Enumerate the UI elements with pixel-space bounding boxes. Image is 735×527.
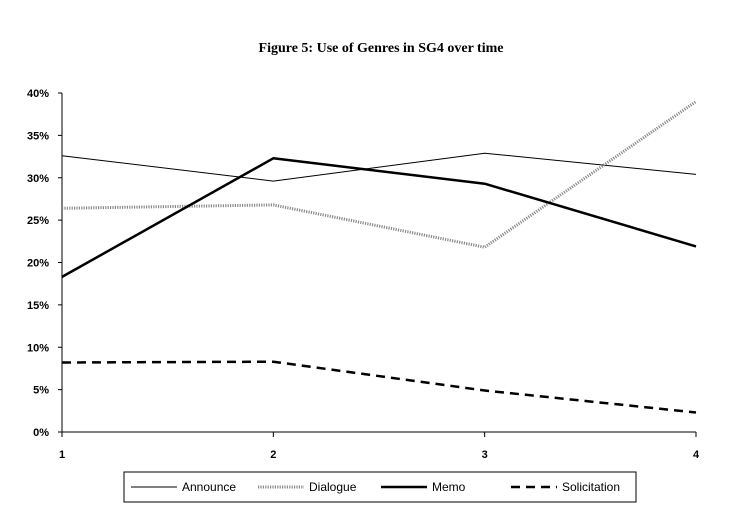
y-tick-label: 15% <box>27 300 49 312</box>
legend-box <box>123 471 637 503</box>
series-line-memo <box>61 157 697 278</box>
legend-label-memo: Memo <box>432 480 466 494</box>
series-line-dialogue <box>61 100 697 249</box>
legend: Announce Dialogue Memo Solicitation <box>123 471 637 503</box>
series-line-solicitation <box>61 360 697 414</box>
x-tick-label: 2 <box>270 449 276 461</box>
series-lines <box>61 100 697 414</box>
y-tick-label: 0% <box>33 427 49 439</box>
x-tick-label: 3 <box>482 449 488 461</box>
y-tick-label: 20% <box>27 258 49 270</box>
legend-label-announce: Announce <box>182 480 236 494</box>
legend-label-dialogue: Dialogue <box>309 480 357 494</box>
x-tick-label: 4 <box>693 449 700 461</box>
y-tick-label: 5% <box>33 385 49 397</box>
y-tick-label: 35% <box>27 130 49 142</box>
series-line-announce <box>61 152 697 182</box>
y-tick-label: 40% <box>27 88 49 100</box>
x-tick-label: 1 <box>59 449 65 461</box>
y-tick-label: 30% <box>27 173 49 185</box>
legend-label-solicitation: Solicitation <box>562 480 620 494</box>
y-tick-label: 25% <box>27 215 49 227</box>
axes: 0% 5% 10% 15% 20% 25% 30% 35% 40% 1 2 3 4 <box>27 88 700 461</box>
chart-title: Figure 5: Use of Genres in SG4 over time <box>259 41 504 56</box>
y-tick-label: 10% <box>27 342 49 354</box>
